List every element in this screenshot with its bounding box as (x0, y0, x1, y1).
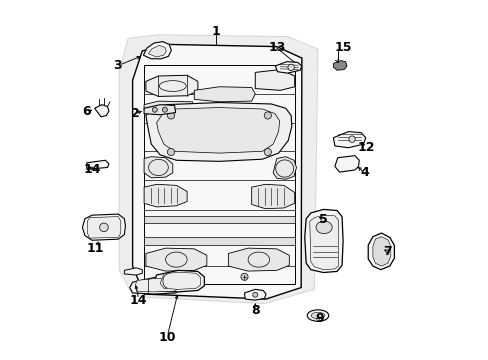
Circle shape (264, 148, 271, 156)
Text: 1: 1 (211, 25, 220, 38)
Text: 2: 2 (130, 107, 139, 120)
Polygon shape (228, 248, 289, 271)
Polygon shape (251, 184, 294, 209)
Polygon shape (145, 103, 291, 161)
Text: 14: 14 (130, 294, 147, 307)
Polygon shape (143, 41, 171, 59)
Polygon shape (87, 217, 121, 238)
Polygon shape (304, 210, 343, 273)
Polygon shape (367, 233, 394, 270)
Polygon shape (273, 157, 296, 179)
Polygon shape (334, 156, 359, 172)
Polygon shape (153, 270, 204, 292)
Circle shape (348, 136, 355, 142)
Text: 8: 8 (250, 305, 259, 318)
Text: 12: 12 (357, 141, 374, 154)
Polygon shape (275, 62, 301, 73)
Text: 10: 10 (158, 331, 176, 344)
Polygon shape (145, 248, 206, 271)
Polygon shape (372, 237, 390, 266)
Polygon shape (144, 101, 192, 111)
Polygon shape (82, 214, 125, 240)
Polygon shape (144, 216, 294, 223)
Text: 4: 4 (360, 166, 368, 179)
Polygon shape (144, 157, 172, 178)
Polygon shape (255, 69, 294, 90)
Text: 15: 15 (334, 41, 351, 54)
Text: 14: 14 (83, 163, 101, 176)
Text: 13: 13 (267, 41, 285, 54)
Circle shape (241, 273, 247, 280)
Polygon shape (135, 279, 178, 292)
Polygon shape (144, 184, 187, 207)
Circle shape (252, 292, 257, 297)
Circle shape (162, 107, 167, 112)
Polygon shape (333, 60, 346, 70)
Ellipse shape (310, 312, 324, 319)
Polygon shape (333, 132, 365, 148)
Text: 5: 5 (318, 213, 327, 226)
Circle shape (287, 64, 294, 71)
Circle shape (100, 223, 108, 231)
Polygon shape (124, 268, 142, 275)
Polygon shape (148, 45, 166, 57)
Polygon shape (129, 278, 180, 294)
Text: 9: 9 (315, 311, 324, 325)
Polygon shape (119, 35, 317, 304)
Circle shape (167, 112, 174, 119)
Text: 3: 3 (113, 59, 121, 72)
Text: 6: 6 (82, 105, 91, 118)
Polygon shape (244, 289, 265, 300)
Ellipse shape (315, 221, 331, 234)
Circle shape (167, 148, 174, 156)
Circle shape (152, 107, 157, 112)
Polygon shape (86, 160, 109, 169)
Text: 7: 7 (383, 245, 391, 258)
Polygon shape (94, 105, 109, 117)
Polygon shape (145, 75, 198, 96)
Polygon shape (156, 108, 279, 153)
Polygon shape (309, 215, 338, 270)
Polygon shape (144, 105, 175, 115)
Polygon shape (144, 237, 294, 245)
Polygon shape (160, 272, 201, 289)
Polygon shape (194, 87, 255, 102)
Ellipse shape (306, 310, 328, 321)
Text: 11: 11 (87, 242, 104, 255)
Polygon shape (132, 44, 301, 299)
Circle shape (264, 112, 271, 119)
